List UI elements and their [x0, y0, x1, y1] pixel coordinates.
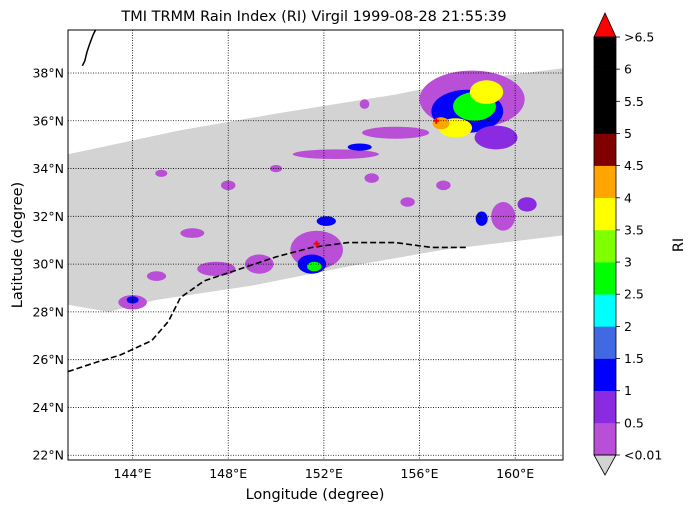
- colorbar-label: RI: [671, 238, 687, 252]
- colorbar-segment: [594, 326, 616, 359]
- colorbar-segment: [594, 422, 616, 456]
- y-tick-label: 28°N: [32, 304, 64, 319]
- rain-cell: [316, 216, 336, 226]
- colorbar-segment: [594, 101, 616, 134]
- x-tick-label: 144°E: [114, 466, 152, 481]
- colorbar-tick-label: 1: [624, 383, 632, 398]
- y-axis-label: Latitude (degree): [10, 182, 26, 308]
- rain-cell: [362, 126, 430, 139]
- colorbar-tick-label: >6.5: [624, 30, 654, 45]
- rain-cell: [474, 125, 518, 150]
- x-tick-label: 148°E: [209, 466, 247, 481]
- coastline: [81, 30, 97, 67]
- colorbar-segment: [594, 197, 616, 231]
- rain-cell: [469, 80, 504, 104]
- colorbar-segment: [594, 229, 616, 263]
- y-tick-label: 38°N: [32, 66, 64, 81]
- coastline-layer: [81, 30, 97, 67]
- colorbar-tick-label: 4.5: [624, 158, 644, 173]
- colorbar-tick-label: 0.5: [624, 415, 644, 430]
- chart-title: TMI TRMM Rain Index (RI) Virgil 1999-08-…: [120, 9, 506, 25]
- rain-cell: [400, 197, 415, 207]
- rain-cell: [436, 180, 451, 191]
- rain-cell: [180, 228, 205, 238]
- x-ticks: 144°E 148°E 152°E 156°E 160°E: [114, 466, 535, 481]
- rain-cell: [517, 197, 537, 212]
- plot-frame: [67, 29, 564, 461]
- rain-layer: [118, 70, 537, 310]
- x-axis-label: Longitude (degree): [246, 487, 385, 503]
- x-tick-label: 160°E: [496, 466, 534, 481]
- colorbar-tick-label: 2.5: [624, 287, 644, 302]
- rain-cell: [432, 117, 450, 130]
- colorbar-segment: [594, 390, 616, 424]
- colorbar-tick-label: 2: [624, 319, 632, 334]
- x-tick-label: 156°E: [401, 466, 439, 481]
- rain-cell: [155, 169, 168, 177]
- colorbar-segment: [594, 133, 616, 166]
- rain-cell: [146, 271, 167, 281]
- colorbar-segment: [594, 165, 616, 199]
- rain-cell: [292, 149, 379, 159]
- y-tick-label: 22°N: [32, 448, 64, 463]
- rain-cell: [307, 261, 322, 272]
- rain-cell: [126, 296, 139, 304]
- track-layer: [68, 117, 468, 373]
- y-tick-label: 24°N: [32, 400, 64, 415]
- rain-cell: [197, 261, 236, 277]
- colorbar-segment: [594, 37, 616, 70]
- colorbar-over-extension: [593, 12, 617, 38]
- colorbar-tick-label: 4: [624, 190, 632, 205]
- colorbar-tick-label: 6: [624, 62, 632, 77]
- plot-area: [67, 29, 564, 461]
- colorbar-segment: [594, 262, 616, 295]
- rain-cell: [347, 143, 372, 151]
- y-tick-label: 30°N: [32, 257, 64, 272]
- colorbar-tick-label: <0.01: [624, 448, 662, 463]
- storm-center-marker: [313, 240, 320, 247]
- colorbar-tick-label: 1.5: [624, 351, 644, 366]
- y-tick-label: 36°N: [32, 113, 64, 128]
- colorbar-tick-label: 5.5: [624, 94, 644, 109]
- rain-cell: [364, 173, 379, 183]
- colorbar-tick-label: 3.5: [624, 222, 644, 237]
- colorbar-segment: [594, 69, 616, 102]
- y-ticks: 22°N 24°N 26°N 28°N 30°N 32°N 34°N 36°N 38°N: [32, 66, 64, 463]
- y-tick-label: 26°N: [32, 352, 64, 367]
- storm-center-marker: [433, 117, 440, 124]
- rain-cell: [475, 211, 488, 226]
- colorbar-frame: [593, 36, 617, 456]
- rain-cell: [244, 254, 274, 274]
- y-tick-label: 34°N: [32, 161, 64, 176]
- y-tick-label: 32°N: [32, 209, 64, 224]
- x-tick-label: 152°E: [305, 466, 343, 481]
- rain-cell: [359, 99, 370, 109]
- storm-track: [68, 241, 468, 373]
- colorbar-tick-label: 5: [624, 126, 632, 141]
- colorbar-segment: [594, 358, 616, 391]
- colorbar-tick-label: 3: [624, 255, 632, 270]
- colorbar-segment: [594, 294, 616, 327]
- colorbar-under-extension: [593, 454, 617, 476]
- colorbar: <0.01 0.5 1 1.5 2 2.5 3 3.5 4 4.5 5 5.5 6 >6.5: [593, 12, 662, 476]
